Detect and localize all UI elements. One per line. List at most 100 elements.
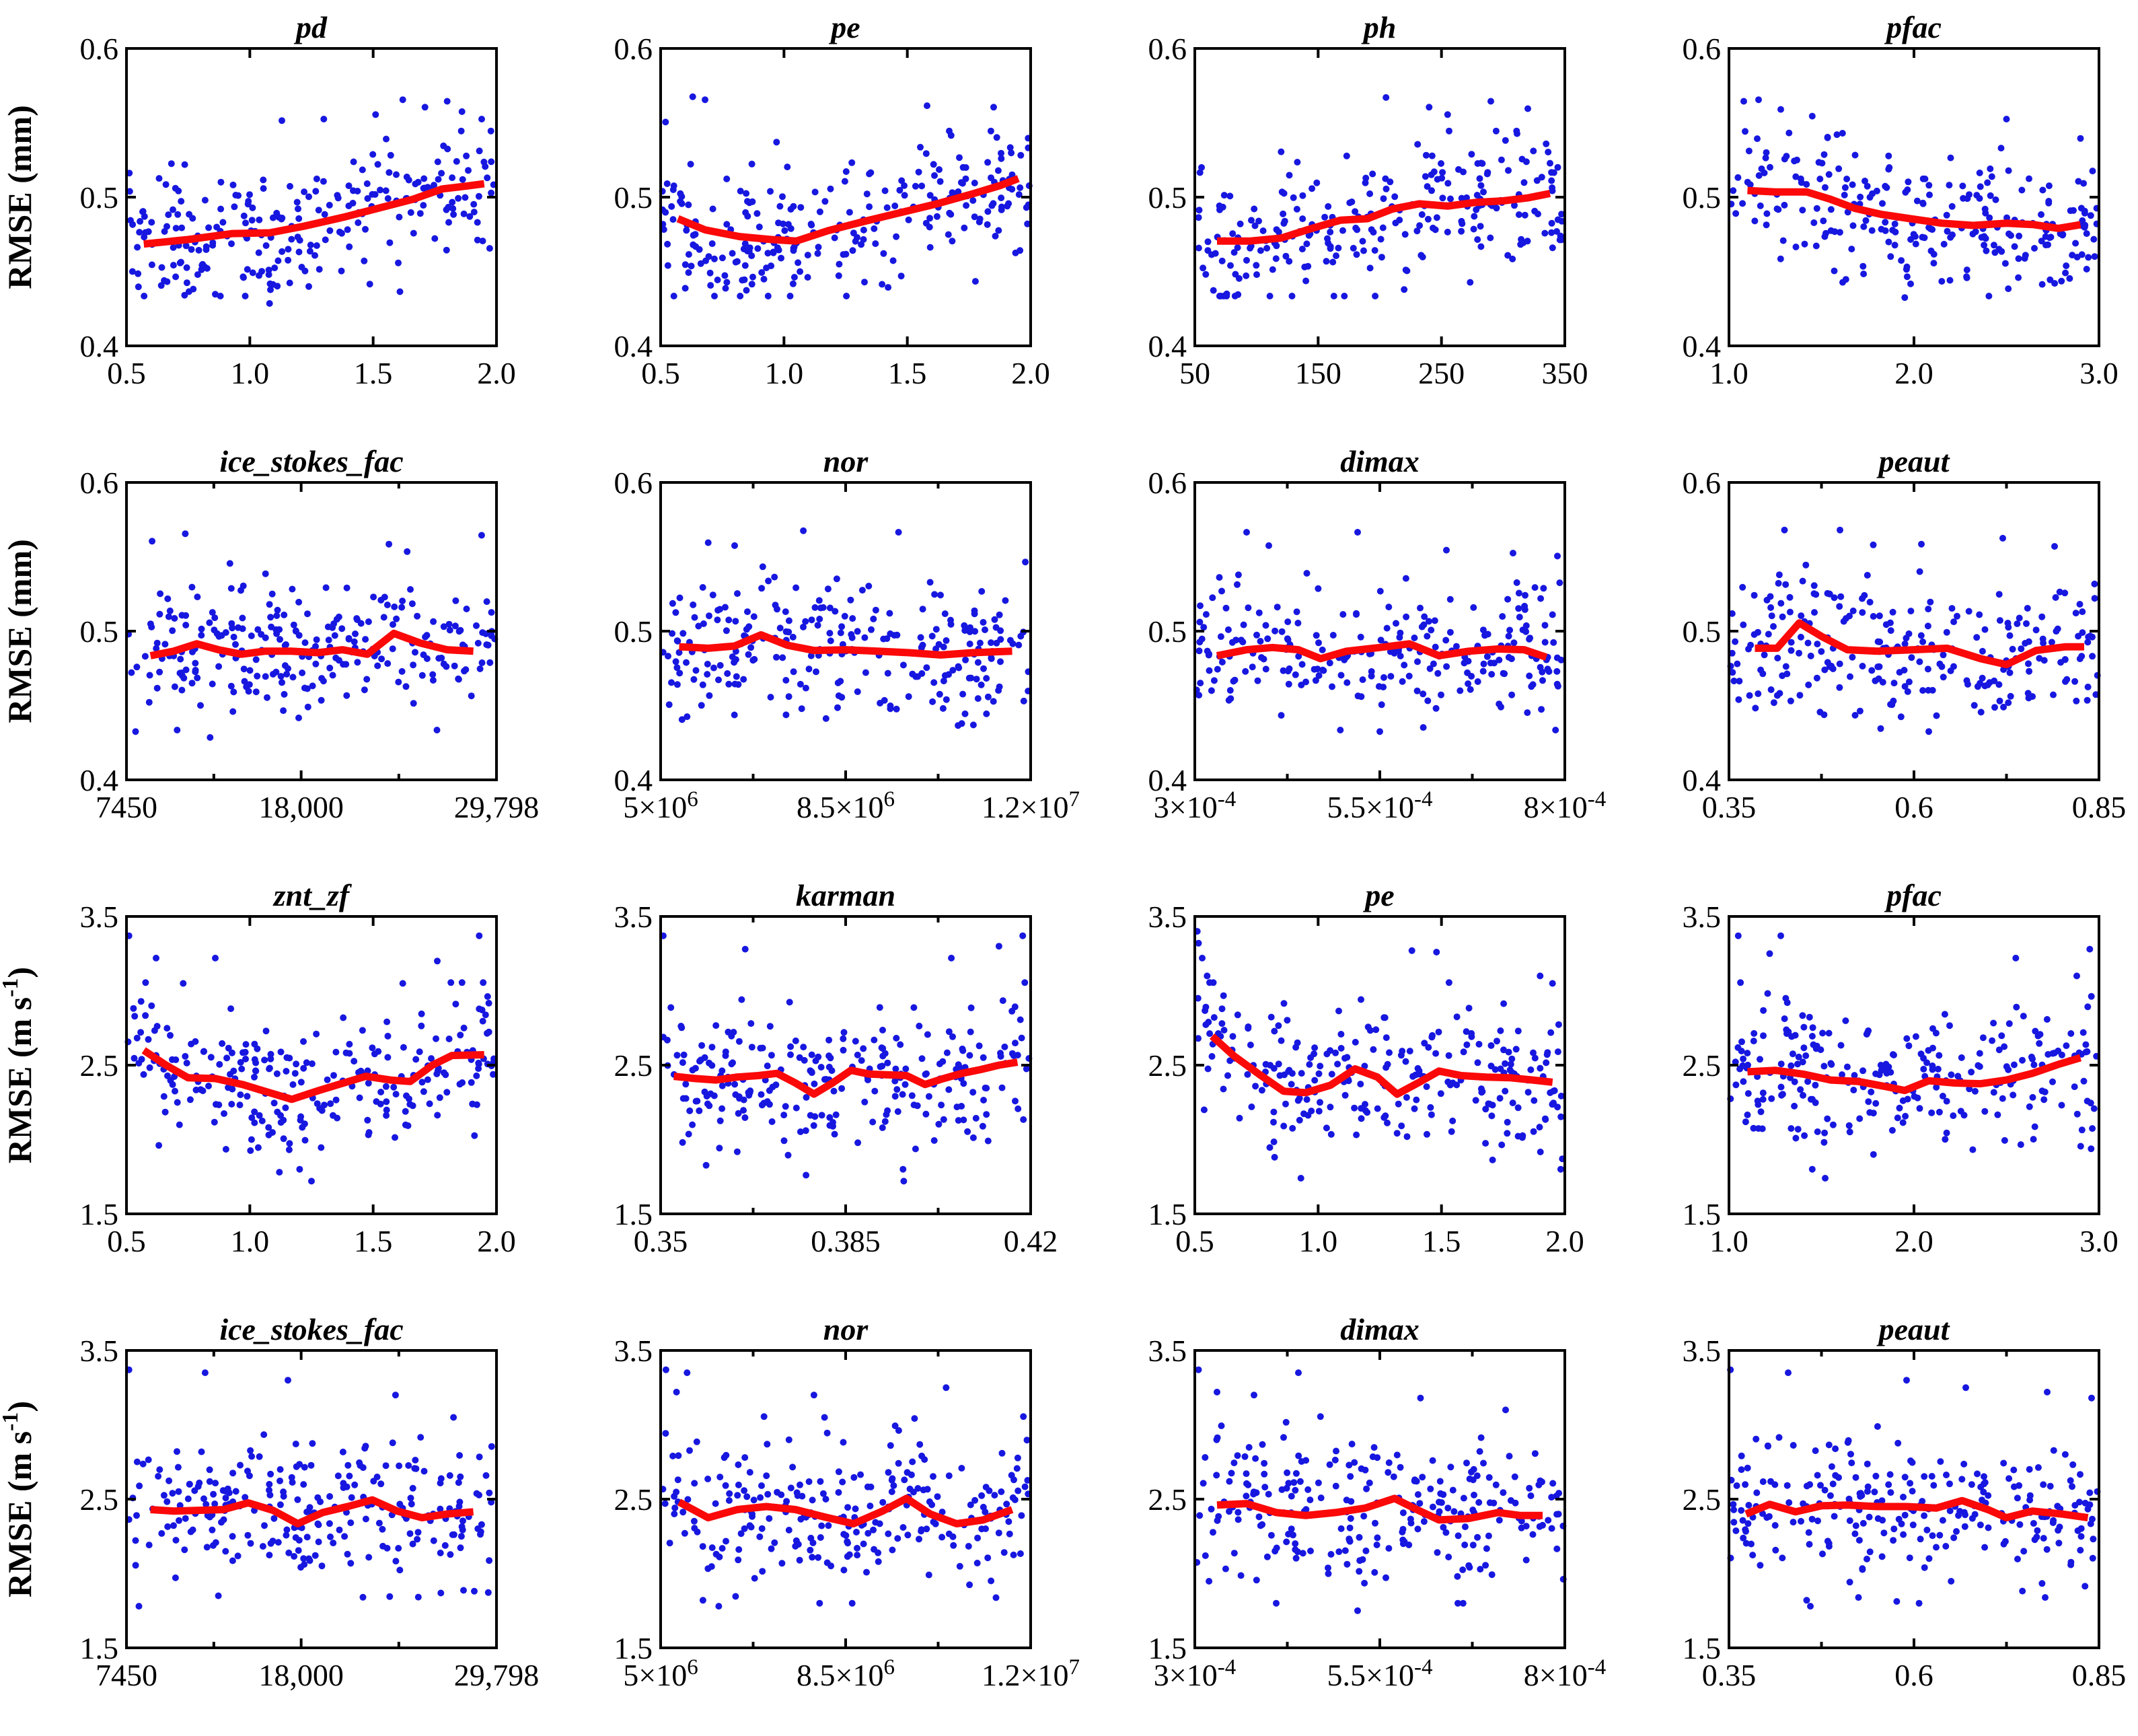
x-tick-label: 250 (1418, 356, 1465, 390)
trend-line (1217, 190, 1551, 245)
x-tick-label: 8.5×106 (797, 787, 895, 824)
x-tick-label: 1.5 (1422, 1224, 1461, 1258)
subplot-r4c2-nor: nor 5×106 8.5×106 1.2×107 1.5 2.5 3.5 (534, 1302, 1080, 1736)
plot-frame (125, 481, 498, 781)
x-tick-label: 3×10-4 (1154, 787, 1236, 824)
x-tick-label: 2.0 (477, 356, 516, 390)
x-tick-label: 0.35 (634, 1224, 688, 1258)
x-tick-label: 1.0 (1709, 1224, 1748, 1258)
x-tick-label: 1.0 (1299, 1224, 1338, 1258)
x-tick-label: 0.6 (1894, 790, 1933, 824)
scatter-points (1193, 1366, 1567, 1614)
x-tick-label: 2.0 (1894, 1224, 1933, 1258)
x-tick-labels: 0.5 1.0 1.5 2.0 (641, 356, 1050, 390)
x-tick-labels: 3×10-4 5.5×10-4 8×10-4 (1154, 787, 1606, 824)
y-tick-label: 2.5 (1683, 1048, 1722, 1083)
plot-title: dimax (1340, 1312, 1420, 1346)
x-tick-label: 0.5 (107, 356, 146, 390)
plot-frame (125, 1349, 498, 1649)
subplot-r1c1-pd: pd RMSE (mm) 0.5 1.0 1.5 2.0 0.4 0.5 0.6 (0, 0, 534, 434)
x-tick-label: 3×10-4 (1154, 1655, 1236, 1692)
x-tick-label: 350 (1542, 356, 1588, 390)
x-tick-labels: 5×106 8.5×106 1.2×107 (623, 1655, 1080, 1692)
plot-title: znt_zf (272, 878, 353, 912)
axis-ticks (659, 47, 1032, 347)
axis-ticks (1193, 47, 1566, 347)
scatter-points (659, 932, 1033, 1185)
x-tick-labels: 7450 18,000 29,798 (96, 1658, 539, 1692)
x-tick-label: 1.5 (888, 356, 927, 390)
x-tick-label: 1.0 (231, 356, 270, 390)
y-tick-label: 1.5 (614, 1197, 653, 1231)
y-tick-labels: 0.4 0.5 0.6 (1148, 466, 1187, 797)
plot-frame (1728, 47, 2100, 347)
y-tick-label: 3.5 (1148, 900, 1187, 934)
scatter-points (126, 96, 497, 307)
y-tick-label: 0.6 (1148, 466, 1187, 500)
scatter-points (1193, 928, 1566, 1182)
x-tick-labels: 0.35 0.385 0.42 (634, 1224, 1058, 1258)
y-tick-label: 1.5 (1683, 1631, 1722, 1665)
y-tick-label: 1.5 (80, 1631, 119, 1665)
x-tick-label: 0.35 (1702, 790, 1757, 824)
subplot-r2c2-nor: nor 5×106 8.5×106 1.2×107 0.4 0.5 0.6 (534, 434, 1080, 868)
scatter-points (1727, 932, 2100, 1182)
x-tick-label: 29,798 (454, 1658, 540, 1692)
plot-frame (659, 47, 1032, 347)
plot-title: ph (1361, 10, 1397, 44)
subplot-r2c3-dimax: dimax 3×10-4 5.5×10-4 8×10-4 0.4 0.5 0.6 (1068, 434, 1607, 868)
trend-line (149, 629, 474, 659)
plot-title: nor (823, 444, 869, 478)
y-tick-label: 3.5 (614, 900, 653, 934)
plot-title: peaut (1876, 1312, 1950, 1346)
axis-ticks (1193, 481, 1566, 781)
subplot-r3c4-pfac: pfac 1.0 2.0 3.0 1.5 2.5 3.5 (1602, 868, 2137, 1302)
y-tick-labels: 1.5 2.5 3.5 (614, 900, 653, 1231)
plot-title: pe (1362, 878, 1394, 912)
x-tick-label: 50 (1179, 356, 1210, 390)
x-tick-label: 0.5 (1175, 1224, 1214, 1258)
y-tick-label: 0.5 (614, 614, 653, 649)
trend-line (1747, 186, 2081, 232)
plot-title: dimax (1340, 444, 1420, 478)
x-tick-label: 5.5×10-4 (1327, 1655, 1433, 1692)
x-tick-labels: 1.0 2.0 3.0 (1709, 356, 2118, 390)
y-tick-label: 0.6 (80, 466, 119, 500)
y-tick-labels: 0.4 0.5 0.6 (1148, 32, 1187, 363)
subplot-r4c1-ice_stokes_fac: ice_stokes_fac RMSE (m s-1) 7450 18,000 29,7… (0, 1302, 539, 1736)
x-tick-label: 18,000 (258, 790, 344, 824)
plot-title: ice_stokes_fac (219, 1312, 403, 1346)
plot-title: peaut (1876, 444, 1950, 478)
trend-line (1216, 640, 1548, 663)
x-tick-label: 2.0 (1894, 356, 1933, 390)
y-tick-labels: 1.5 2.5 3.5 (80, 900, 119, 1231)
trend-line (673, 1058, 1019, 1098)
x-tick-labels: 0.5 1.0 1.5 2.0 (107, 356, 516, 390)
y-tick-label: 0.5 (80, 180, 119, 215)
y-tick-label: 0.4 (614, 329, 653, 363)
scatter-points (125, 1366, 495, 1610)
axis-ticks (125, 915, 498, 1215)
y-tick-label: 0.4 (614, 763, 653, 797)
axis-ticks (1728, 47, 2100, 347)
y-axis-label: RMSE (m s-1) (0, 1401, 38, 1597)
subplot-r3c2-karman: karman 0.35 0.385 0.42 1.5 2.5 3.5 (534, 868, 1068, 1302)
x-tick-label: 150 (1295, 356, 1341, 390)
y-tick-labels: 1.5 2.5 3.5 (80, 1334, 119, 1665)
subplot-r4c3-dimax: dimax 3×10-4 5.5×10-4 8×10-4 1.5 2.5 3.5 (1068, 1302, 1607, 1736)
y-tick-label: 2.5 (1683, 1482, 1722, 1517)
subplot-r3c1-znt_zf: znt_zf RMSE (m s-1) 0.5 1.0 1.5 2.0 1.5 2.5 3.5 (0, 868, 534, 1302)
y-tick-label: 1.5 (1148, 1631, 1187, 1665)
y-tick-label: 0.4 (1148, 329, 1187, 363)
y-tick-label: 2.5 (80, 1482, 119, 1517)
y-tick-label: 0.5 (1148, 180, 1187, 215)
subplot-r2c1-ice_stokes_fac: ice_stokes_fac RMSE (mm) 7450 18,000 29,798 0… (0, 434, 539, 868)
y-tick-labels: 0.4 0.5 0.6 (1683, 32, 1722, 363)
trend-line (1210, 1033, 1553, 1098)
y-tick-label: 1.5 (1683, 1197, 1722, 1231)
scatter-points (659, 93, 1033, 299)
axis-ticks (125, 481, 498, 781)
x-tick-label: 1.0 (765, 356, 804, 390)
